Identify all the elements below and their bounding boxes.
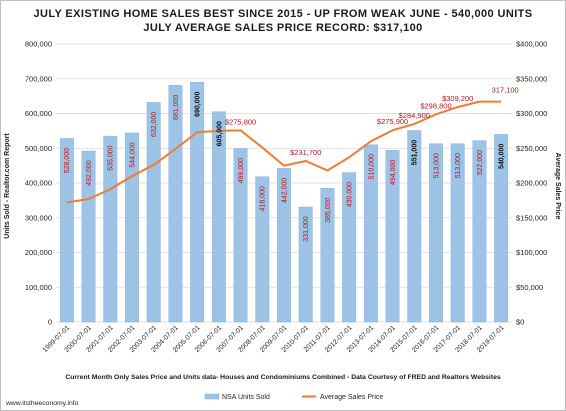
- bar-2016-07-01: [429, 143, 443, 323]
- site-url: www.itstheeconomy.info: [5, 400, 79, 407]
- bar-2006-07-01: [211, 111, 226, 323]
- bar-2005-07-01: [190, 82, 205, 323]
- left-axis-tick-label: 0: [48, 318, 52, 327]
- price-data-label: $275,900: [377, 117, 408, 126]
- footer-note: Current Month Only Sales Price and Units…: [65, 374, 501, 381]
- price-data-label: $309,200: [442, 94, 473, 103]
- bar-data-label: 690,000: [195, 91, 202, 116]
- bar-data-label: 494,000: [390, 160, 397, 185]
- left-axis-tick-label: 700,000: [25, 74, 52, 83]
- legend-label-price: Average Sales Price: [320, 394, 383, 401]
- price-data-labels: $275,800 $231,700 $275,900$284,900$298,800…: [225, 86, 519, 157]
- left-axis-tick-label: 800,000: [25, 40, 52, 49]
- bar-data-label: 492,000: [86, 160, 93, 185]
- left-axis-ticks: 0 100,000 200,000 300,000 400,000 500,000 600,…: [25, 40, 52, 327]
- price-data-label: 317,100: [492, 86, 519, 95]
- left-axis-tick-label: 300,000: [25, 213, 52, 222]
- bar-data-label: 513,000: [433, 153, 440, 178]
- bar-data-label: 331,000: [303, 216, 310, 241]
- chart-title-line1: JULY EXISTING HOME SALES BEST SINCE 2015…: [33, 8, 532, 20]
- bar-2019-07-01: [494, 134, 509, 323]
- bar-data-label: 430,000: [347, 182, 354, 207]
- line-series-average-price: [66, 100, 502, 204]
- left-axis-tick-label: 500,000: [25, 144, 52, 153]
- bar-data-label: 605,000: [216, 121, 223, 146]
- right-axis-tick-label: $300,000: [516, 109, 547, 118]
- bar-data-label: 528,000: [64, 148, 71, 173]
- right-axis-tick-label: $0: [516, 318, 524, 327]
- bar-2004-07-01: [168, 85, 183, 323]
- bar-data-labels: 528,000 492,000 535,000 544,000 632,000 681,0…: [64, 91, 505, 241]
- bar-2014-07-01: [385, 150, 400, 323]
- bar-2003-07-01: [146, 102, 161, 323]
- bar-1999-07-01: [59, 138, 74, 323]
- legend-label-units: NSA Units Sold: [222, 394, 270, 401]
- right-axis-tick-label: $100,000: [516, 248, 547, 257]
- bar-data-label: 632,000: [151, 112, 158, 137]
- price-data-label: $284,900: [399, 111, 430, 120]
- bar-data-label: 513,000: [455, 153, 462, 178]
- right-axis-tick-label: $150,000: [516, 213, 547, 222]
- bar-data-label: 418,000: [260, 186, 267, 211]
- right-axis-title: Average Sales Price: [554, 153, 561, 220]
- bar-2011-07-01: [320, 188, 335, 323]
- chart-title-line2: JULY AVERAGE SALES PRICE RECORD: $317,10…: [143, 22, 422, 34]
- bar-2002-07-01: [125, 132, 139, 323]
- bar-data-label: 681,000: [173, 95, 180, 120]
- bar-data-label: 522,000: [477, 150, 484, 175]
- right-axis-tick-label: $250,000: [516, 144, 547, 153]
- bar-2007-07-01: [233, 148, 248, 323]
- left-axis-tick-label: 400,000: [25, 179, 52, 188]
- bar-2015-07-01: [407, 130, 422, 323]
- bar-2018-07-01: [472, 140, 487, 323]
- right-axis-tick-label: $350,000: [516, 74, 547, 83]
- bar-2013-07-01: [363, 144, 378, 323]
- price-data-label: $275,800: [225, 117, 256, 126]
- left-axis-tick-label: 600,000: [25, 109, 52, 118]
- bar-data-label: 535,000: [108, 145, 115, 170]
- legend-swatch-units: [204, 393, 220, 400]
- bar-data-label: 540,000: [499, 144, 506, 169]
- bar-data-label: 385,000: [325, 197, 332, 222]
- right-axis-tick-label: $50,000: [516, 283, 543, 292]
- bar-data-label: 551,000: [412, 140, 419, 165]
- price-data-label: $298,800: [420, 101, 451, 110]
- bar-data-label: 510,000: [368, 154, 375, 179]
- left-axis-tick-label: 100,000: [25, 283, 52, 292]
- bar-2001-07-01: [103, 135, 118, 323]
- bar-data-label: 544,000: [129, 142, 136, 167]
- bar-data-label: 442,000: [281, 178, 288, 203]
- right-axis-ticks: $0 $50,000 $100,000 $150,000 $200,000 $250,00…: [516, 40, 547, 327]
- price-data-label: $231,700: [290, 148, 321, 157]
- left-axis-title: Units Sold - Realtor.com Report: [4, 133, 11, 239]
- bar-2008-07-01: [255, 176, 270, 323]
- bar-series-units-sold: [59, 82, 509, 323]
- bar-2012-07-01: [342, 172, 357, 323]
- bar-2017-07-01: [450, 143, 465, 323]
- legend: NSA Units Sold Average Sales Price: [204, 393, 383, 401]
- bar-data-label: 499,000: [238, 158, 245, 183]
- right-axis-tick-label: $200,000: [516, 179, 547, 188]
- right-axis-tick-label: $400,000: [516, 40, 547, 49]
- left-axis-tick-label: 200,000: [25, 248, 52, 257]
- price-line: [66, 100, 502, 204]
- bar-2009-07-01: [277, 168, 291, 323]
- bar-2010-07-01: [298, 206, 313, 323]
- bar-2000-07-01: [81, 150, 96, 323]
